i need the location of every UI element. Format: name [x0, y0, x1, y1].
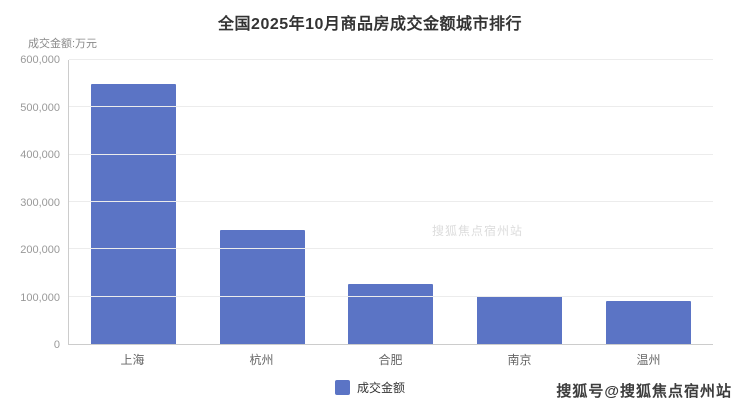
- bar-slot: [198, 60, 327, 344]
- faint-watermark: 搜狐焦点宿州站: [432, 224, 524, 238]
- plot-area: [68, 59, 713, 345]
- y-tick-label: 0: [53, 339, 60, 351]
- x-axis-labels: 上海 杭州 合肥 南京 温州: [68, 351, 713, 368]
- gridline: [69, 59, 713, 60]
- y-tick-label: 600,000: [20, 54, 60, 66]
- gridline: [69, 106, 713, 108]
- y-tick-label: 400,000: [20, 149, 60, 161]
- x-tick-label: 合肥: [378, 353, 403, 367]
- watermark-text: 搜狐号@搜狐焦点宿州站: [556, 383, 732, 400]
- gridline: [69, 295, 713, 297]
- bar-slot: [69, 60, 198, 344]
- y-tick-label: 500,000: [20, 101, 60, 114]
- legend-label: 成交金额: [356, 381, 405, 395]
- chart-title: 全国2025年10月商品房成交金额城市排行: [218, 16, 522, 33]
- y-tick-label: 200,000: [20, 244, 60, 256]
- x-tick-label: 上海: [120, 353, 145, 367]
- legend-color-swatch-icon: [334, 380, 350, 395]
- bar-合肥: [348, 284, 434, 344]
- y-tick-label: 300,000: [20, 196, 60, 209]
- y-tick-label: 100,000: [20, 291, 60, 304]
- x-tick-label: 温州: [636, 353, 661, 367]
- bar-南京: [477, 295, 563, 344]
- legend: 成交金额: [0, 379, 740, 396]
- bar-slot: [455, 60, 584, 344]
- bar-温州: [606, 300, 692, 344]
- x-tick-label: 杭州: [249, 353, 274, 367]
- bar-slot: [584, 60, 713, 344]
- gridline: [69, 248, 713, 250]
- y-axis-unit-label: 成交金额:万元: [28, 38, 98, 50]
- gridline: [69, 153, 713, 155]
- bar-slot: [327, 60, 456, 344]
- gridline: [69, 201, 713, 202]
- bar-series: [69, 60, 713, 344]
- x-tick-label: 南京: [507, 353, 532, 367]
- bar-上海: [90, 83, 176, 344]
